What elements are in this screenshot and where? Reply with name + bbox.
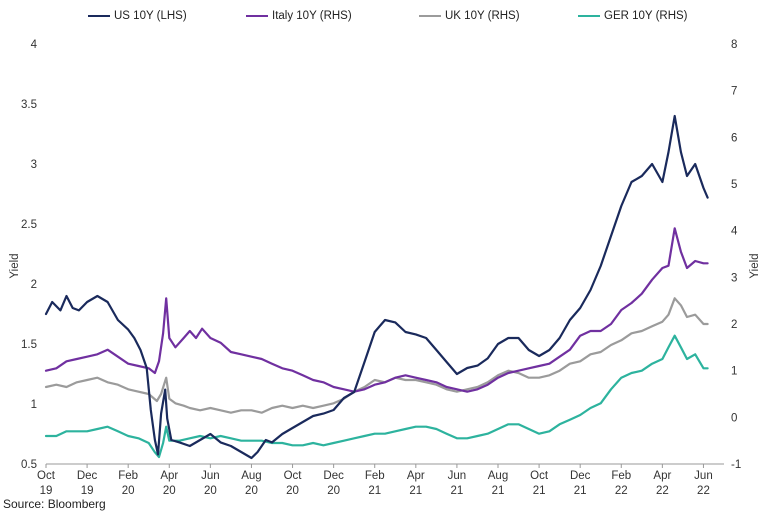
legend-item-ger-10y: GER 10Y (RHS): [578, 7, 688, 25]
series-line-ger-10y-rhs: [44, 334, 709, 459]
x-tick-label-month: Aug: [488, 470, 508, 482]
legend-label-ger-10y: GER 10Y (RHS): [604, 10, 688, 22]
legend-label-italy-10y: Italy 10Y (RHS): [272, 10, 352, 22]
x-tick-label-year: 20: [286, 485, 299, 497]
x-tick-label-year: 20: [163, 485, 176, 497]
series-line-italy-10y-rhs: [44, 227, 709, 393]
x-tick-label-year: 21: [492, 485, 505, 497]
x-tick-label-year: 20: [245, 485, 258, 497]
x-tick-label-year: 20: [122, 485, 135, 497]
legend-item-uk-10y: UK 10Y (RHS): [419, 7, 520, 25]
x-tick-label-month: Feb: [611, 470, 631, 482]
legend-swatch-ger-10y: [578, 14, 600, 18]
x-tick-label-month: Dec: [77, 470, 98, 482]
source-note: Source: Bloomberg: [3, 497, 106, 511]
y-right-tick-label: 5: [731, 179, 737, 191]
chart-legend: US 10Y (LHS) Italy 10Y (RHS) UK 10Y (RHS…: [0, 7, 770, 25]
x-tick-label-month: Oct: [37, 470, 56, 482]
x-tick-label-month: Feb: [118, 470, 138, 482]
x-tick-label-month: Apr: [653, 470, 671, 482]
legend-swatch-italy-10y: [246, 14, 268, 18]
y-left-tick-label: 4: [31, 39, 38, 51]
x-tick-label-year: 22: [656, 485, 669, 497]
x-tick-label-year: 21: [409, 485, 422, 497]
x-tick-label-year: 22: [615, 485, 628, 497]
x-tick-label-month: Aug: [241, 470, 261, 482]
x-tick-label-year: 20: [204, 485, 217, 497]
legend-label-uk-10y: UK 10Y (RHS): [445, 10, 520, 22]
y-left-tick-label: 2: [31, 279, 37, 291]
y-right-tick-label: 0: [731, 412, 737, 424]
y-left-tick-label: 3: [31, 159, 37, 171]
x-tick-label-month: Oct: [284, 470, 303, 482]
x-tick-label-year: 22: [697, 485, 710, 497]
x-tick-label-month: Dec: [570, 470, 591, 482]
y-right-tick-label: 7: [731, 86, 737, 98]
legend-label-us-10y: US 10Y (LHS): [114, 10, 187, 22]
x-tick-label-year: 21: [368, 485, 381, 497]
x-tick-label-year: 21: [451, 485, 464, 497]
y-right-tick-label: 2: [731, 319, 737, 331]
legend-item-italy-10y: Italy 10Y (RHS): [246, 7, 352, 25]
y-axis-right-label: Yield: [749, 253, 761, 278]
y-right-tick-label: -1: [731, 459, 741, 471]
x-tick-label-month: Jun: [694, 470, 713, 482]
y-axis-right: -1 0 1 2 3 4 5 6 7 8: [731, 39, 741, 471]
x-tick-label-year: 21: [574, 485, 587, 497]
legend-item-us-10y: US 10Y (LHS): [88, 7, 187, 25]
y-right-tick-label: 8: [731, 39, 737, 51]
x-axis: Oct 19 Dec 19 Feb 20 Apr 20 Jun 20 Aug 20 Oct 20 Dec 20…: [37, 464, 713, 497]
y-left-tick-label: 3.5: [21, 99, 37, 111]
x-tick-label-month: Jun: [201, 470, 220, 482]
x-tick-label-month: Apr: [160, 470, 178, 482]
y-right-tick-label: 4: [731, 226, 738, 238]
y-left-tick-label: 1.5: [21, 339, 37, 351]
y-left-tick-label: 0.5: [21, 459, 37, 471]
legend-swatch-uk-10y: [419, 14, 441, 18]
x-tick-label-month: Jun: [448, 470, 467, 482]
x-tick-label-year: 19: [40, 485, 53, 497]
series-lines: [44, 114, 709, 460]
legend-swatch-us-10y: [88, 14, 110, 18]
x-tick-label-month: Dec: [323, 470, 344, 482]
x-tick-label-year: 20: [327, 485, 340, 497]
y-right-tick-label: 3: [731, 272, 737, 284]
x-tick-label-month: Oct: [530, 470, 549, 482]
y-right-tick-label: 6: [731, 132, 737, 144]
y-axis-left: 0.5 1 1.5 2 2.5 3 3.5 4: [21, 39, 38, 471]
x-tick-label-month: Apr: [407, 470, 425, 482]
y-left-tick-label: 1: [31, 399, 37, 411]
y-right-tick-label: 1: [731, 366, 737, 378]
series-line-us-10y-lhs: [44, 114, 709, 460]
x-tick-label-month: Feb: [365, 470, 385, 482]
x-tick-label-year: 19: [81, 485, 94, 497]
y-axis-left-label: Yield: [9, 253, 21, 278]
x-tick-label-year: 21: [533, 485, 546, 497]
y-left-tick-label: 2.5: [21, 219, 37, 231]
series-line-uk-10y-rhs: [44, 297, 709, 414]
